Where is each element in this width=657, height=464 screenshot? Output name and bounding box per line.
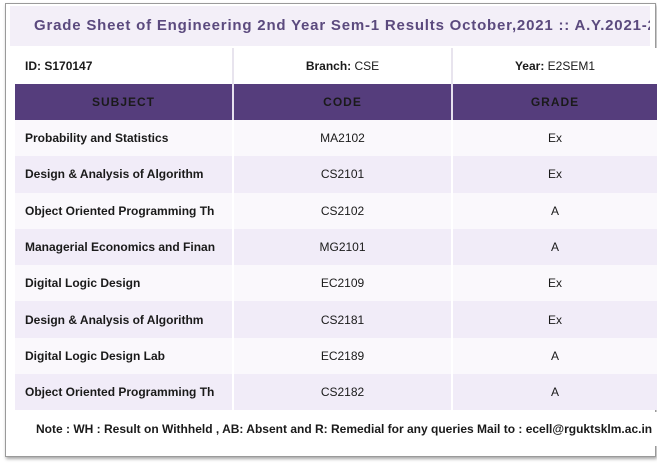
- grade-table: ID: S170147 Branch: CSE Year: E2SEM1 SUB…: [15, 48, 657, 411]
- subject-cell: Digital Logic Design: [15, 265, 234, 302]
- year-value: E2SEM1: [547, 59, 596, 73]
- table-row: Object Oriented Programming Th CS2182 A: [15, 374, 657, 411]
- code-column-header: CODE: [233, 84, 453, 120]
- table-row: Probability and Statistics MA2102 Ex: [15, 120, 657, 157]
- code-cell: MG2101: [233, 228, 453, 266]
- subject-cell: Design & Analysis of Algorithm: [15, 156, 234, 193]
- student-id-value: S170147: [44, 59, 93, 73]
- year-cell: Year: E2SEM1: [452, 48, 657, 84]
- grade-cell: A: [452, 228, 657, 266]
- branch-label: Branch:: [305, 59, 352, 73]
- branch-cell: Branch: CSE: [233, 48, 453, 84]
- subject-column-header: SUBJECT: [15, 84, 234, 120]
- grade-cell: Ex: [452, 301, 657, 338]
- grade-column-header: GRADE: [452, 84, 657, 120]
- code-cell: CS2102: [233, 192, 453, 229]
- subject-cell: Object Oriented Programming Th: [15, 192, 234, 229]
- grade-cell: A: [452, 374, 657, 411]
- table-row: Managerial Economics and Finan MG2101 A: [15, 228, 657, 266]
- subject-cell: Managerial Economics and Finan: [15, 228, 234, 266]
- code-cell: EC2109: [233, 265, 453, 302]
- grade-cell: Ex: [452, 265, 657, 302]
- table-row: Digital Logic Design EC2109 Ex: [15, 265, 657, 302]
- code-cell: CS2181: [233, 301, 453, 338]
- subject-cell: Probability and Statistics: [15, 120, 234, 157]
- grade-cell: A: [452, 337, 657, 375]
- page-title: Grade Sheet of Engineering 2nd Year Sem-…: [10, 6, 650, 46]
- student-id-label: ID:: [25, 59, 41, 73]
- table-row: Object Oriented Programming Th CS2102 A: [15, 192, 657, 229]
- student-id-cell: ID: S170147: [15, 48, 234, 84]
- code-cell: EC2189: [233, 337, 453, 375]
- footer-note: Note : WH : Result on Withheld , AB: Abs…: [15, 412, 657, 446]
- subject-cell: Design & Analysis of Algorithm: [15, 301, 234, 338]
- subject-cell: Object Oriented Programming Th: [15, 374, 234, 411]
- grade-cell: A: [452, 192, 657, 229]
- subject-cell: Digital Logic Design Lab: [15, 337, 234, 375]
- table-row: Design & Analysis of Algorithm CS2181 Ex: [15, 301, 657, 338]
- grade-cell: Ex: [452, 120, 657, 157]
- table-row: Design & Analysis of Algorithm CS2101 Ex: [15, 156, 657, 193]
- code-cell: MA2102: [233, 120, 453, 157]
- table-header-row: SUBJECT CODE GRADE: [15, 84, 657, 120]
- grade-cell: Ex: [452, 156, 657, 193]
- code-cell: CS2101: [233, 156, 453, 193]
- year-label: Year:: [514, 59, 545, 73]
- code-cell: CS2182: [233, 374, 453, 411]
- student-info-row: ID: S170147 Branch: CSE Year: E2SEM1: [15, 48, 657, 84]
- branch-value: CSE: [354, 59, 380, 73]
- table-row: Digital Logic Design Lab EC2189 A: [15, 337, 657, 375]
